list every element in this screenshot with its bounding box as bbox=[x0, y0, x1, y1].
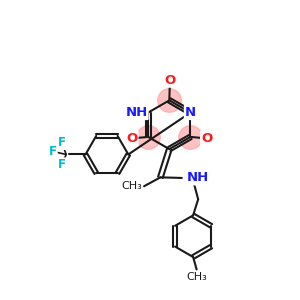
Text: NH: NH bbox=[125, 106, 148, 119]
Text: F: F bbox=[58, 136, 66, 149]
Text: F: F bbox=[49, 145, 57, 158]
Text: F: F bbox=[58, 158, 66, 171]
Text: CH₃: CH₃ bbox=[122, 181, 142, 191]
Text: O: O bbox=[201, 132, 212, 145]
Text: CH₃: CH₃ bbox=[186, 272, 207, 282]
Text: N: N bbox=[185, 106, 196, 119]
Text: NH: NH bbox=[187, 171, 209, 184]
Text: O: O bbox=[126, 132, 137, 145]
Text: O: O bbox=[164, 74, 175, 87]
